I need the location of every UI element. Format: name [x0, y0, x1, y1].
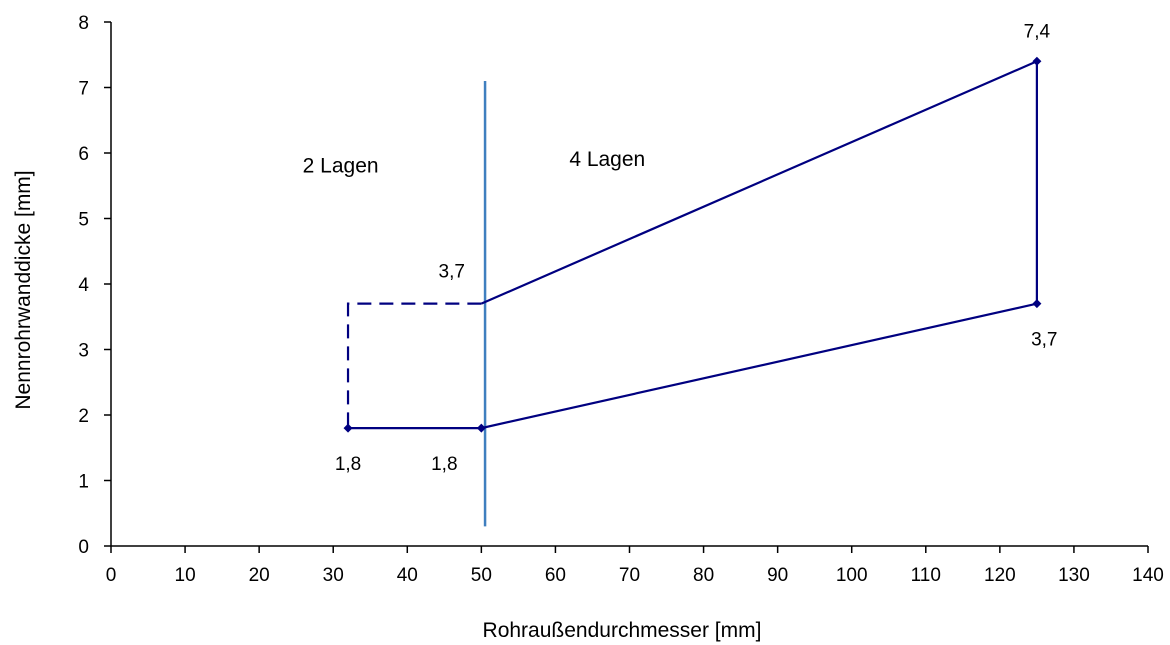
x-tick-label: 120 — [984, 565, 1016, 586]
x-axis-title: Rohraußendurchmesser [mm] — [483, 619, 762, 642]
y-axis-title: Nennrohrwanddicke [mm] — [12, 170, 35, 409]
x-tick-label: 110 — [911, 565, 941, 586]
data-point-marker — [476, 423, 486, 433]
data-point-marker — [343, 423, 353, 433]
region-label: 4 Lagen — [569, 148, 645, 171]
y-tick-label: 2 — [78, 406, 89, 427]
data-label: 1,8 — [431, 454, 457, 475]
plot-area — [343, 56, 1042, 527]
data-label: 7,4 — [1024, 21, 1051, 42]
labels: 2 Lagen 4 Lagen 1,8 1,8 3,7 3,7 7,4 — [303, 21, 1058, 475]
x-tick-label: 80 — [693, 565, 714, 586]
x-tick-label: 10 — [175, 565, 196, 586]
ticks: 0 10 20 30 40 50 60 70 80 90 100 110 120 130 140 0 1 2 3 4 5… — [78, 13, 1163, 586]
y-tick-label: 0 — [78, 537, 89, 558]
x-tick-label: 130 — [1058, 565, 1090, 586]
y-tick-label: 3 — [78, 341, 89, 362]
y-tick-label: 8 — [78, 13, 89, 34]
x-tick-label: 60 — [545, 565, 566, 586]
axes — [110, 22, 1148, 547]
dashed-series-line — [346, 302, 482, 429]
data-point-marker — [1032, 299, 1042, 309]
x-tick-label: 70 — [619, 565, 640, 586]
data-label: 3,7 — [1031, 330, 1057, 351]
y-tick-label: 5 — [78, 210, 89, 231]
y-tick-label: 4 — [78, 275, 89, 296]
y-tick-label: 7 — [78, 79, 89, 100]
x-tick-label: 140 — [1132, 565, 1164, 586]
x-tick-label: 20 — [249, 565, 270, 586]
y-tick-label: 1 — [78, 472, 89, 493]
y-tick-label: 6 — [78, 144, 89, 165]
solid-series-line — [348, 59, 1038, 430]
x-tick-label: 50 — [471, 565, 492, 586]
x-tick-label: 30 — [323, 565, 344, 586]
x-tick-label: 0 — [106, 565, 117, 586]
data-point-marker — [1032, 56, 1042, 66]
data-label: 3,7 — [439, 262, 465, 283]
x-tick-label: 40 — [397, 565, 418, 586]
region-label: 2 Lagen — [303, 155, 379, 178]
data-label: 1,8 — [335, 454, 361, 475]
x-tick-label: 100 — [836, 565, 868, 586]
x-tick-label: 90 — [767, 565, 788, 586]
